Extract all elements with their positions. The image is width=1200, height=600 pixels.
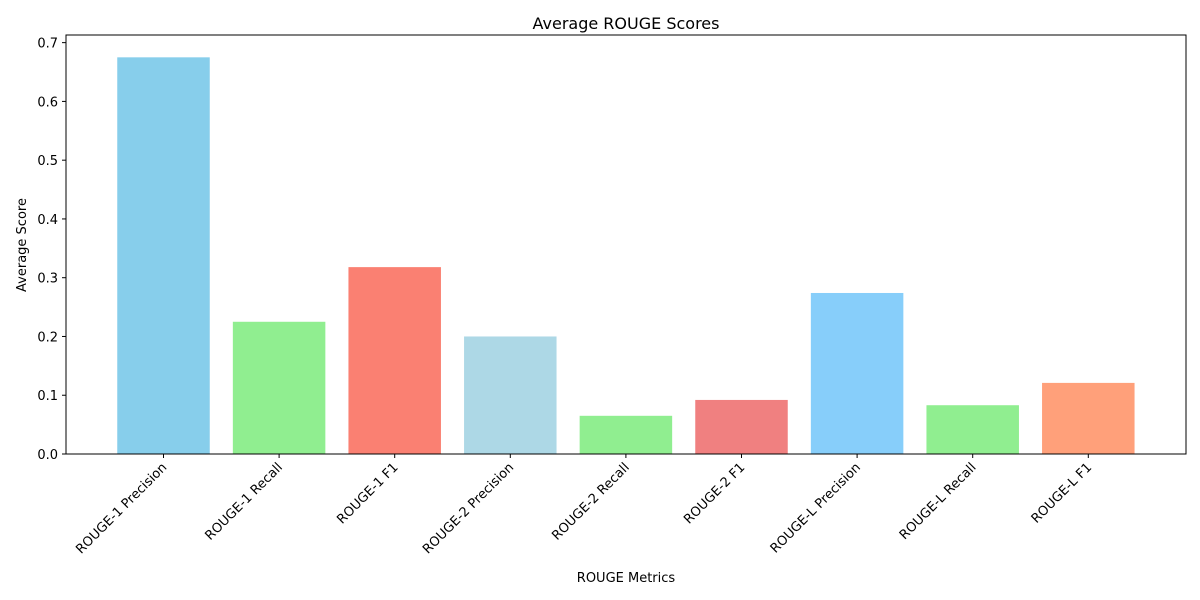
bar-rouge-1-recall (232, 321, 326, 454)
x-tick-label: ROUGE-2 Precision (420, 460, 517, 557)
y-tick-label: 0.0 (37, 448, 58, 463)
y-axis-label: Average Score (15, 198, 30, 292)
x-tick-label: ROUGE-L Precision (768, 460, 864, 556)
bar-rouge-l-recall (926, 405, 1019, 454)
bar-rouge-1-precision (117, 57, 210, 455)
y-axis-ticks: 0.0 0.1 0.2 0.3 0.4 0.5 0.6 0.7 (37, 37, 66, 463)
y-tick-label: 0.7 (37, 37, 58, 52)
x-tick-label: ROUGE-L Recall (897, 460, 980, 543)
bar-rouge-2-precision (464, 336, 557, 454)
x-axis-label: ROUGE Metrics (577, 571, 676, 586)
y-tick-label: 0.4 (37, 213, 58, 228)
plot-frame (65, 34, 1187, 455)
bar-rouge-1-f1 (348, 267, 441, 454)
chart-title: Average ROUGE Scores (533, 14, 720, 33)
bar-rouge-l-f1 (1042, 382, 1135, 454)
y-tick-label: 0.2 (37, 330, 58, 345)
bars-group (117, 57, 1135, 455)
x-tick-label: ROUGE-1 Precision (73, 460, 170, 557)
x-tick-label: ROUGE-1 F1 (334, 460, 401, 527)
bar-rouge-2-f1 (695, 399, 788, 454)
y-tick-label: 0.3 (37, 272, 58, 287)
bar-rouge-l-precision (810, 292, 904, 454)
y-tick-label: 0.5 (37, 154, 58, 169)
y-tick-label: 0.6 (37, 95, 58, 110)
x-tick-label: ROUGE-1 Recall (203, 460, 286, 543)
x-tick-label: ROUGE-2 F1 (681, 460, 748, 527)
x-tick-label: ROUGE-L F1 (1029, 460, 1095, 526)
y-tick-label: 0.1 (37, 389, 58, 404)
bar-rouge-2-recall (579, 415, 673, 454)
x-axis-ticks: ROUGE-1 Precision ROUGE-1 Recall ROUGE-1 F… (73, 454, 1095, 557)
x-tick-label: ROUGE-2 Recall (549, 460, 632, 543)
